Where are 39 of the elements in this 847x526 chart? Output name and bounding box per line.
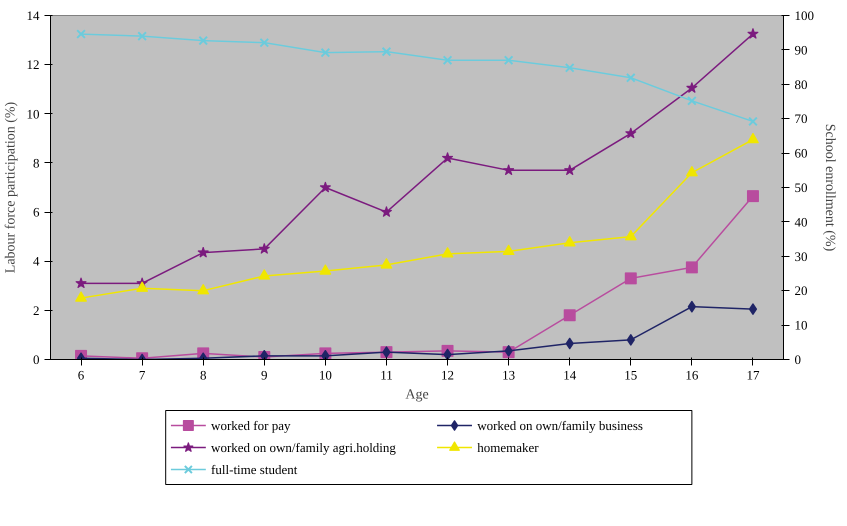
y-tick-label: 6 [33,204,40,220]
legend-label: full-time student [211,462,298,477]
legend-label: worked for pay [211,418,291,433]
y2-tick-label: 50 [794,180,808,195]
x-tick-label: 14 [563,368,577,382]
x-tick-label: 9 [261,368,268,382]
y-tick-label: 14 [26,8,40,23]
y2-tick-label: 10 [794,318,808,333]
y2-tick-label: 80 [794,76,808,92]
y2-tick-label: 70 [794,111,808,126]
y-tick-label: 10 [26,106,40,122]
y-tick-label: 0 [33,352,40,367]
x-tick-label: 17 [746,368,760,382]
y-tick-label: 8 [33,155,40,170]
y-tick-label: 2 [33,302,40,318]
legend-label: worked on own/family business [477,418,643,433]
y2-tick-label: 0 [794,352,801,367]
y-tick-label: 12 [26,57,40,72]
x-tick-label: 12 [441,368,454,382]
x-tick-label: 7 [138,368,146,382]
y2-tick-label: 40 [794,214,808,230]
x-tick-label: 11 [380,368,393,382]
y2-tick-label: 100 [794,8,814,23]
x-axis-title: Age [405,388,429,402]
y2-tick-label: 20 [794,283,808,298]
x-tick-label: 13 [502,368,516,382]
x-tick-label: 16 [685,368,699,382]
y-axis-title: Labour force participation (%) [4,101,18,274]
y2-tick-label: 60 [794,146,808,161]
legend-label: worked on own/family agri.holding [211,440,396,455]
y2-tick-label: 30 [794,248,808,264]
x-tick-label: 8 [200,368,206,382]
y2-axis-title: School enrollment (%) [822,124,837,252]
legend-label: homemaker [477,440,540,455]
x-tick-label: 15 [624,368,638,382]
y2-tick-label: 90 [794,42,808,58]
x-tick-label: 10 [318,368,332,382]
x-tick-label: 6 [78,368,85,382]
y-tick-label: 4 [33,254,40,269]
